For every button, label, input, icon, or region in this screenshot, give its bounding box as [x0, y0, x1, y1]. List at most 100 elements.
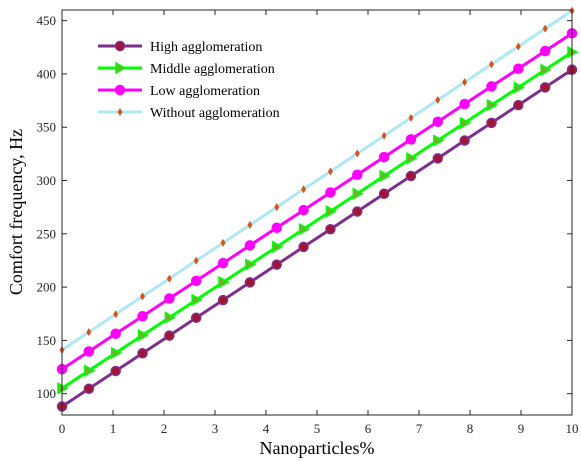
- data-point: [539, 82, 551, 93]
- data-point: [378, 188, 390, 199]
- data-point: [381, 131, 387, 140]
- data-point: [488, 60, 494, 69]
- data-point: [166, 274, 172, 283]
- data-point: [190, 275, 202, 287]
- data-point: [271, 222, 282, 233]
- data-point: [217, 294, 229, 306]
- data-point: [271, 240, 284, 254]
- x-tick-label: 0: [59, 421, 66, 436]
- data-point: [408, 113, 414, 122]
- y-tick-label: 450: [37, 13, 57, 28]
- x-tick-label: 7: [416, 421, 423, 436]
- data-point: [137, 310, 148, 322]
- data-point: [274, 203, 280, 212]
- x-tick-label: 1: [110, 421, 117, 436]
- legend-entry: Middle agglomeration: [98, 61, 275, 77]
- data-point: [190, 312, 202, 324]
- data-point: [459, 116, 472, 130]
- data-point: [513, 81, 525, 94]
- data-point: [378, 151, 390, 163]
- data-point: [245, 258, 257, 271]
- data-point: [325, 205, 337, 218]
- data-point: [354, 149, 360, 158]
- plot-area: [62, 10, 572, 415]
- legend-entry: High agglomeration: [98, 40, 262, 55]
- data-point: [110, 328, 121, 340]
- data-point: [110, 365, 121, 377]
- data-point: [193, 256, 199, 265]
- data-point: [462, 78, 468, 87]
- data-point: [540, 63, 552, 77]
- series-line: [61, 68, 573, 408]
- y-tick-label: 150: [37, 333, 57, 348]
- legend-label: Without agglomeration: [150, 106, 280, 121]
- x-tick-label: 4: [263, 421, 270, 436]
- data-point: [486, 98, 499, 112]
- data-point: [301, 185, 307, 194]
- axis-layer: 0 1 2 3 4 5 6 7 8 9 10 100 150 200 250 300 350 400 450: [37, 10, 579, 436]
- data-point: [298, 204, 309, 216]
- data-point: [379, 169, 391, 183]
- data-point: [83, 383, 95, 395]
- data-point: [459, 98, 470, 110]
- data-point: [325, 187, 336, 198]
- data-point: [164, 311, 176, 324]
- data-point: [137, 329, 150, 342]
- legend-label: Middle agglomeration: [150, 62, 275, 77]
- x-tick-label: 6: [365, 421, 372, 436]
- data-point: [405, 134, 417, 145]
- legend-entry: Without agglomeration: [98, 106, 280, 121]
- x-axis-title: Nanoparticles%: [260, 438, 375, 458]
- data-point: [513, 99, 524, 111]
- data-point: [110, 346, 123, 360]
- x-tick-label: 5: [314, 421, 321, 436]
- legend: High agglomeration Middle agglomeration Lo…: [98, 40, 280, 121]
- data-point: [325, 223, 336, 235]
- legend-entry: Low agglomeration: [98, 84, 260, 99]
- legend-label: Low agglomeration: [150, 84, 260, 99]
- x-tick-label: 9: [518, 421, 525, 436]
- series-line: [61, 9, 573, 352]
- x-tick-label: 10: [566, 421, 579, 436]
- y-tick-label: 100: [37, 386, 57, 401]
- y-tick-label: 300: [37, 173, 57, 188]
- data-point: [352, 187, 364, 200]
- x-tick-label: 2: [161, 421, 168, 436]
- data-point: [432, 153, 444, 164]
- series-4: [59, 6, 575, 354]
- data-point: [539, 45, 551, 57]
- y-tick-label: 200: [37, 280, 57, 295]
- data-point: [486, 117, 497, 129]
- data-point: [405, 170, 417, 182]
- data-point: [247, 220, 253, 229]
- series-3: [56, 28, 578, 375]
- data-point: [244, 277, 256, 288]
- x-tick-label: 3: [212, 421, 219, 436]
- x-tick-label: 8: [467, 421, 474, 436]
- y-axis-title: Comfort frequency, Hz: [6, 129, 26, 295]
- data-point: [164, 293, 175, 304]
- y-tick-label: 250: [37, 226, 57, 241]
- legend-marker: [114, 40, 126, 52]
- data-point: [113, 310, 119, 319]
- data-point: [164, 330, 175, 341]
- data-point: [86, 328, 92, 337]
- data-point: [542, 24, 548, 33]
- data-point: [83, 346, 95, 357]
- series-line: [61, 32, 573, 371]
- legend-marker: [117, 108, 123, 116]
- data-point: [218, 275, 230, 289]
- data-point: [432, 116, 444, 127]
- data-point: [84, 364, 96, 377]
- data-point: [352, 169, 363, 181]
- data-point: [406, 151, 418, 165]
- y-tick-label: 350: [37, 120, 57, 135]
- data-point: [327, 167, 333, 176]
- data-point: [352, 206, 363, 217]
- legend-label: High agglomeration: [150, 40, 262, 55]
- data-point: [515, 42, 521, 51]
- data-point: [486, 81, 497, 92]
- data-point: [513, 63, 524, 74]
- data-point: [244, 240, 256, 251]
